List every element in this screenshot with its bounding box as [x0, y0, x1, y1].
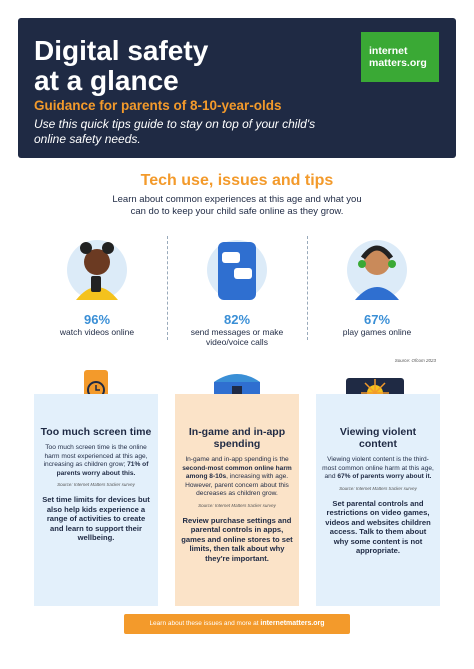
separator: [167, 236, 168, 340]
stat-value: 67%: [363, 312, 391, 327]
stat-value: 96%: [83, 312, 111, 327]
logo-line: internet: [369, 45, 408, 57]
footer-text: Learn about these issues and more at: [149, 620, 261, 627]
logo[interactable]: internet matters.org: [361, 32, 439, 82]
section-title: Tech use, issues and tips: [140, 172, 334, 189]
card-title: In-game and in-app spending: [188, 426, 286, 450]
stat: 96% watch videos online: [37, 312, 157, 337]
body-text: second-most common online harm among 8-1…: [182, 464, 292, 481]
stat-label: play games online: [342, 327, 412, 337]
footer-link[interactable]: internetmatters.org: [260, 620, 325, 627]
card-body: Viewing violent content is the third-mos…: [322, 456, 434, 482]
body-text: Viewing violent content is the third-mos…: [322, 456, 434, 480]
section-intro: Learn about common experiences at this a…: [112, 194, 362, 217]
stat: 82% send messages or make video/voice cal…: [177, 312, 297, 347]
body-text: 71% of parents worry about this.: [56, 461, 149, 477]
separator: [307, 236, 308, 340]
subtitle: Guidance for parents of 8-10-year-olds: [34, 98, 282, 113]
stat-label: send messages or make video/voice calls: [190, 327, 284, 347]
logo-line: matters.org: [369, 57, 427, 69]
body-text: In-game and in-app spending is the: [185, 456, 289, 463]
stat-label: watch videos online: [59, 327, 135, 337]
card: Too much screen time Too much screen time…: [34, 394, 158, 606]
card-tip: Review purchase settings and parental co…: [181, 515, 293, 563]
card-source: Source: Internet Matters tracker survey: [339, 485, 417, 491]
card-title: Too much screen time: [40, 426, 152, 438]
intro: Use this quick tips guide to stay on top…: [34, 117, 316, 146]
card-source: Source: Internet Matters tracker survey: [57, 482, 135, 487]
source: Source: Ofcom 2023: [394, 358, 436, 363]
stat-icons: [67, 240, 407, 300]
card-tip: Set parental controls and restrictions o…: [325, 498, 431, 556]
body-text: 67% of parents worry about it.: [337, 473, 432, 480]
card-body: In-game and in-app spending is the secon…: [181, 456, 293, 499]
header: Digital safety at a glance internet matt…: [18, 18, 456, 158]
card-source: Source: Internet Matters tracker survey: [198, 502, 276, 508]
footer-button[interactable]: Learn about these issues and more at int…: [124, 614, 350, 634]
stat: 67% play games online: [317, 312, 437, 337]
card-body: Too much screen time is the online harm …: [40, 444, 152, 478]
card: In-game and in-app spending In-game and i…: [175, 394, 299, 606]
body-text: , increasing with age. However, parent c…: [185, 473, 289, 497]
card-tip: Set time limits for devices but also hel…: [42, 495, 150, 542]
card-title: Viewing violent content: [339, 426, 417, 450]
stat-value: 82%: [223, 312, 251, 327]
title-line: at a glance: [34, 65, 179, 96]
title-line: Digital safety: [34, 35, 209, 66]
card: Viewing violent content Viewing violent c…: [316, 394, 440, 606]
body-text: Too much screen time is the online harm …: [43, 444, 148, 468]
